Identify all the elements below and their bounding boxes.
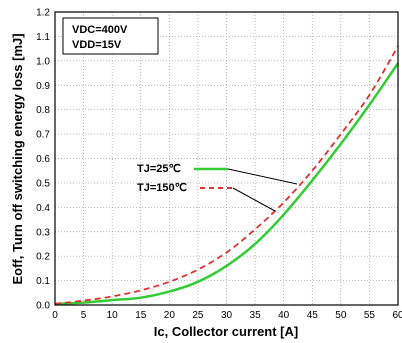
legend-pointer-tj150 (232, 187, 276, 212)
x-tick-label: 0 (52, 310, 58, 321)
x-tick-label: 55 (364, 310, 376, 321)
tick-labels: 0 5 10 15 20 25 30 35 40 45 50 55 60 0.0 0.1 0.2 0.3 0.4 0… (36, 8, 402, 322)
y-tick-label: 1.1 (36, 32, 50, 43)
y-tick-label: 0.6 (36, 154, 50, 165)
x-tick-label: 10 (107, 310, 119, 321)
y-tick-label: 0.8 (36, 105, 50, 116)
grid (55, 12, 398, 305)
x-tick-label: 50 (335, 310, 347, 321)
series-line-tj150 (54, 45, 399, 305)
legend-pointer-tj25 (227, 168, 298, 185)
x-tick-label: 5 (81, 310, 87, 321)
conditions-box-frame (62, 17, 159, 55)
y-tick-label: 1.0 (36, 56, 50, 67)
y-axis-label: Eoff, Turn off switching energy loss [mJ… (10, 33, 25, 284)
legend-label-tj25: TJ=25℃ (137, 163, 181, 175)
y-tick-label: 0.4 (36, 203, 50, 214)
y-tick-label: 0.2 (36, 252, 50, 263)
series-line-tj25 (54, 62, 400, 306)
y-tick-label: 0.3 (36, 227, 50, 238)
y-tick-label: 0.5 (36, 178, 50, 189)
x-tick-label: 40 (278, 310, 290, 321)
y-tick-label: 0.0 (36, 301, 50, 312)
x-tick-label: 45 (307, 310, 319, 321)
x-tick-label: 20 (164, 310, 176, 321)
plot-frame (54, 11, 399, 306)
legend-label-tj150: TJ=150℃ (137, 182, 187, 194)
y-tick-label: 0.1 (36, 276, 50, 287)
x-tick-label: 15 (135, 310, 147, 321)
x-tick-label: 25 (192, 310, 204, 321)
y-tick-label: 0.7 (36, 130, 50, 141)
legend: TJ=25℃ TJ=150℃ (137, 163, 298, 212)
conditions-box: VDC=400V VDD=15V (62, 17, 159, 55)
y-tick-label: 0.9 (36, 81, 50, 92)
x-tick-label: 30 (221, 310, 233, 321)
condition-vdd: VDD=15V (72, 39, 122, 51)
x-tick-label: 35 (250, 310, 262, 321)
x-tick-label: 60 (392, 310, 402, 321)
series-lines (54, 45, 400, 306)
y-tick-label: 1.2 (36, 8, 50, 19)
condition-vdc: VDC=400V (72, 24, 128, 36)
x-axis-label: Ic, Collector current [A] (154, 324, 298, 339)
